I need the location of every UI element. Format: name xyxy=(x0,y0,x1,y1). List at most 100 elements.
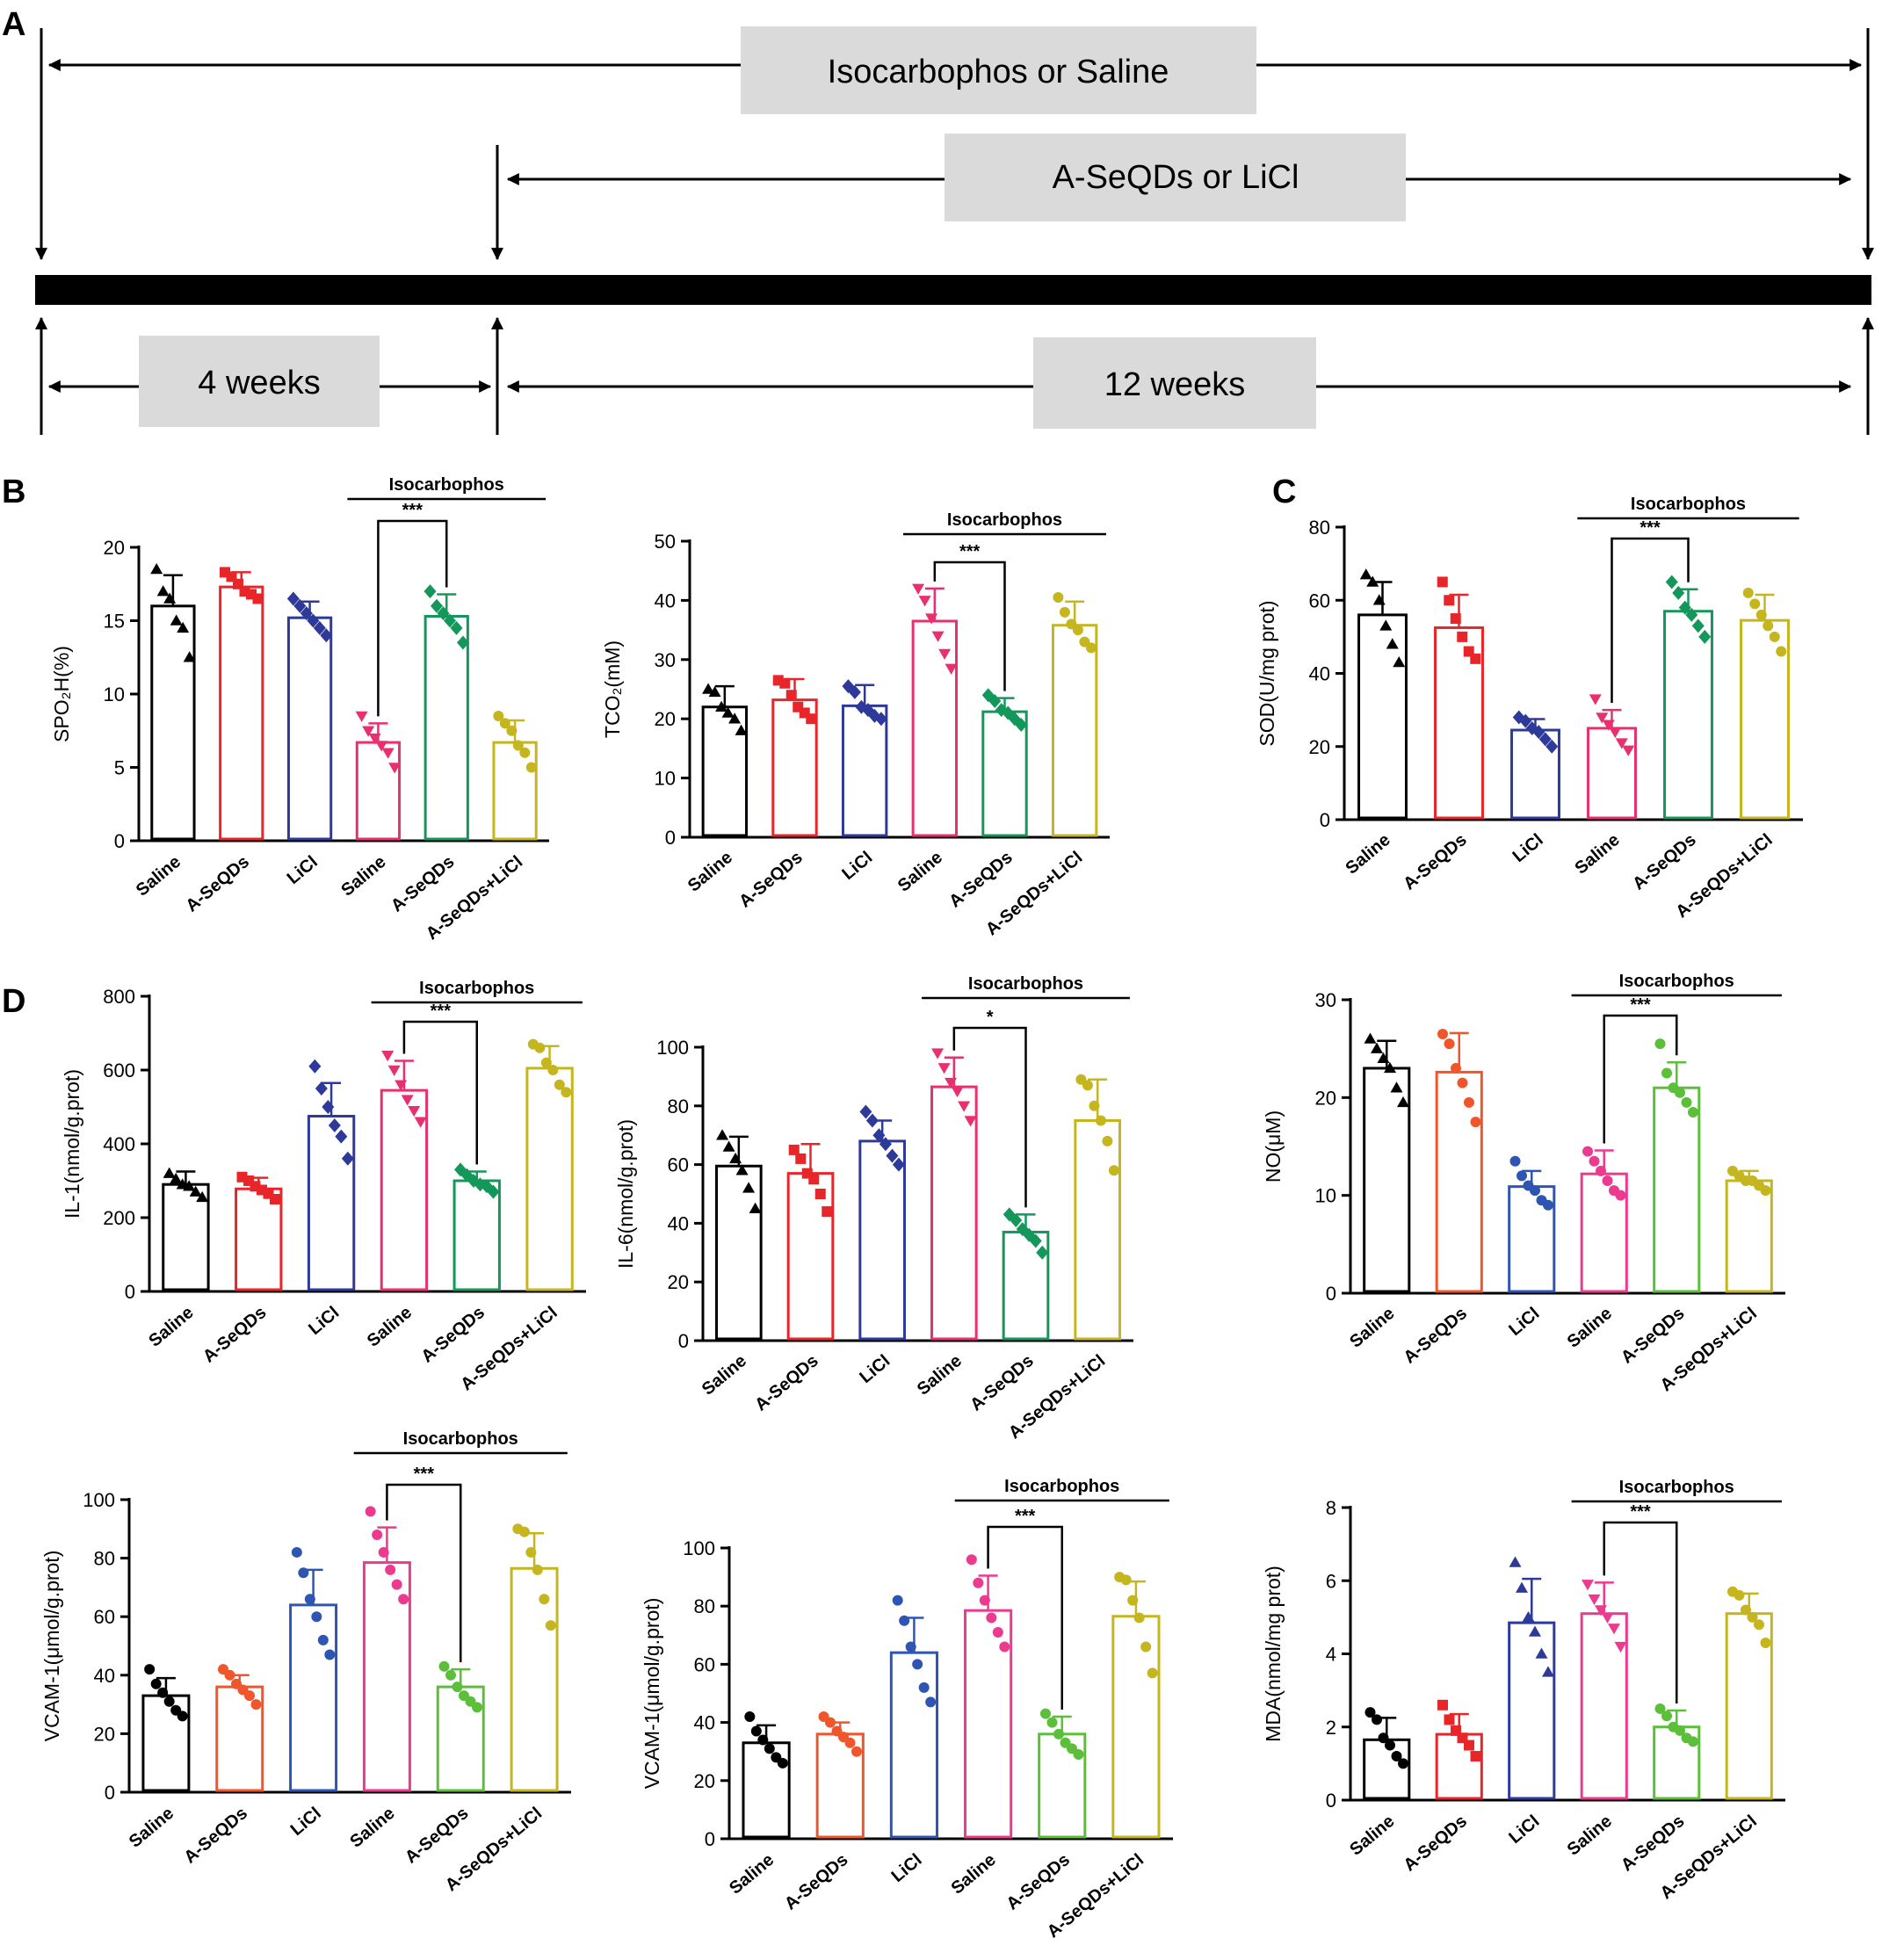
category-label: A-SeQDs xyxy=(1400,830,1471,894)
category-label: LiCl xyxy=(1505,1812,1543,1848)
y-tick-label: 0 xyxy=(114,830,125,852)
data-point xyxy=(1072,625,1083,636)
data-point xyxy=(298,1567,309,1579)
data-point xyxy=(938,648,952,661)
data-point xyxy=(493,711,504,722)
data-point xyxy=(506,725,518,736)
significance-label: *** xyxy=(959,542,981,561)
group-label: Isocarbophos xyxy=(947,510,1062,530)
data-point xyxy=(1509,1556,1522,1567)
y-tick-label: 60 xyxy=(1309,589,1330,611)
data-point xyxy=(150,1678,162,1689)
data-point xyxy=(1681,1096,1692,1108)
data-point xyxy=(244,1690,255,1702)
y-axis-title: IL-1(nmol/g.prot) xyxy=(61,1069,83,1219)
timeline-label-right: 12 weeks xyxy=(1104,366,1246,403)
data-point xyxy=(1082,1080,1093,1091)
data-point xyxy=(872,1128,886,1143)
category-label: A-SeQDs xyxy=(945,848,1017,912)
data-point xyxy=(375,741,388,752)
timeline-label-mid: A-SeQDs or LiCl xyxy=(1053,159,1299,196)
y-tick-label: 40 xyxy=(668,1212,689,1234)
data-point xyxy=(1053,1728,1064,1739)
data-point xyxy=(1073,1749,1084,1761)
data-point xyxy=(992,1626,1003,1638)
group-label: Isocarbophos xyxy=(419,979,534,998)
data-point xyxy=(1377,1052,1390,1064)
data-point xyxy=(378,1546,389,1558)
data-point xyxy=(163,592,177,604)
y-tick-label: 15 xyxy=(104,611,125,633)
data-point xyxy=(561,1087,572,1098)
data-point xyxy=(721,706,735,718)
y-tick-label: 20 xyxy=(94,1723,115,1745)
data-point xyxy=(362,726,375,737)
data-point xyxy=(177,621,190,633)
group-label: Isocarbophos xyxy=(403,1429,518,1449)
data-point xyxy=(925,1696,937,1708)
data-point xyxy=(945,663,958,675)
data-point xyxy=(150,563,163,575)
timeline-label-top: Isocarbophos or Saline xyxy=(828,54,1169,90)
bar xyxy=(1111,1615,1161,1839)
data-point xyxy=(1654,1703,1666,1714)
bar xyxy=(701,705,749,837)
data-point xyxy=(1589,1155,1600,1167)
bar xyxy=(1074,1119,1121,1341)
data-point xyxy=(270,1194,280,1204)
data-point xyxy=(1609,727,1622,739)
y-axis-title: VCAM-1(μmol/g.prot) xyxy=(40,1551,63,1742)
data-point xyxy=(1532,725,1545,740)
data-point xyxy=(1437,1699,1448,1710)
data-point xyxy=(1622,745,1635,756)
data-point xyxy=(1685,607,1698,622)
data-point xyxy=(1602,1175,1613,1186)
category-label: Saline xyxy=(1564,1812,1616,1860)
data-point xyxy=(328,1118,341,1132)
data-point xyxy=(1688,1736,1698,1747)
data-point xyxy=(539,1594,550,1605)
data-point xyxy=(1444,1714,1455,1725)
data-point xyxy=(808,1174,820,1185)
category-label: Saline xyxy=(1564,1304,1616,1352)
data-point xyxy=(450,620,463,635)
y-tick-label: 100 xyxy=(656,1037,689,1059)
y-tick-label: 80 xyxy=(668,1096,689,1117)
data-point xyxy=(1582,1580,1594,1591)
data-point xyxy=(785,690,797,701)
significance-bracket xyxy=(1603,1521,1678,1704)
data-point xyxy=(912,583,925,595)
data-point xyxy=(1543,1199,1553,1211)
data-point xyxy=(1519,713,1532,728)
category-label: Saline xyxy=(726,1850,778,1899)
category-label: LiCl xyxy=(856,1351,894,1387)
data-point xyxy=(1691,618,1705,633)
data-point xyxy=(1678,600,1691,615)
category-label: A-SeQDs xyxy=(1629,830,1700,894)
significance-bracket xyxy=(1603,1014,1678,1144)
data-point xyxy=(1379,619,1393,631)
data-point xyxy=(293,598,307,613)
data-point xyxy=(722,1140,735,1152)
data-point xyxy=(1760,1638,1771,1649)
data-point xyxy=(1397,1096,1409,1108)
y-tick-label: 0 xyxy=(1320,809,1330,831)
data-point xyxy=(1464,1096,1474,1108)
category-label: Saline xyxy=(133,852,185,900)
category-label: A-SeQDs xyxy=(402,1804,473,1868)
significance-bracket xyxy=(386,1483,462,1663)
data-point xyxy=(518,1526,530,1537)
data-point xyxy=(1391,1751,1402,1762)
data-point xyxy=(715,700,728,712)
data-point xyxy=(1372,594,1386,605)
data-point xyxy=(1602,720,1615,731)
data-point xyxy=(979,1595,990,1606)
data-point xyxy=(1470,1751,1481,1762)
data-point xyxy=(964,1116,977,1127)
data-point xyxy=(708,685,721,698)
significance-bracket xyxy=(1611,537,1690,704)
data-point xyxy=(1601,1612,1614,1624)
